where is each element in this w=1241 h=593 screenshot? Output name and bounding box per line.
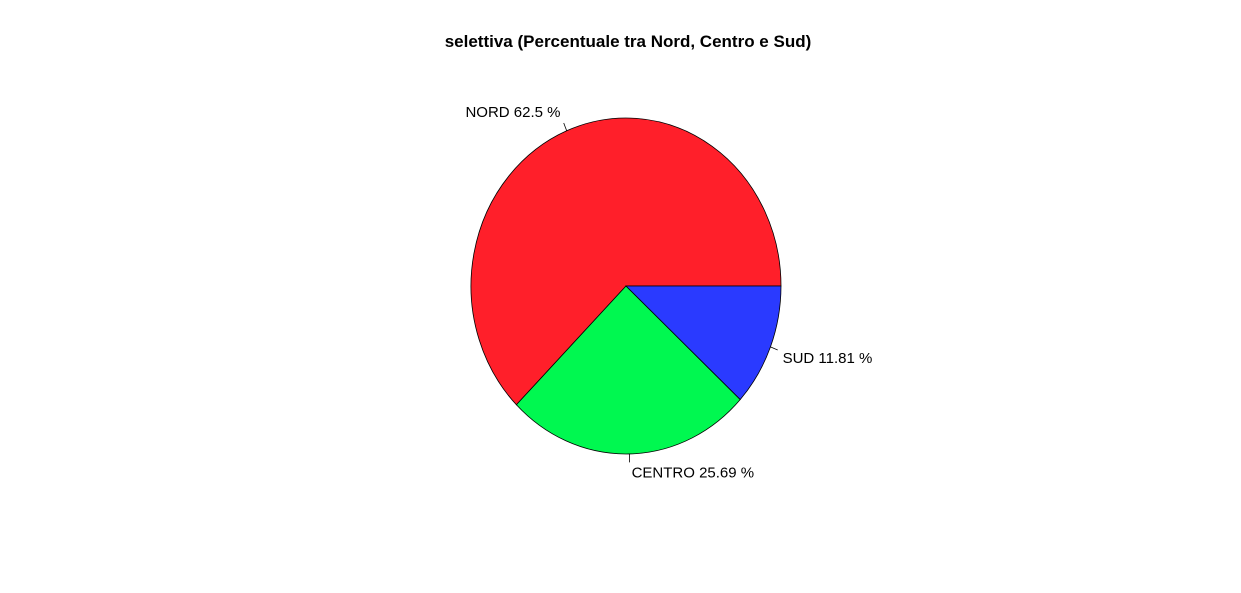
pie-label-nord: NORD 62.5 % [465, 104, 560, 121]
pie-leader-sud [770, 346, 778, 351]
pie-label-sud: SUD 11.81 % [783, 350, 873, 367]
chart-title: selettiva (Percentuale tra Nord, Centro … [445, 32, 812, 51]
pie-slices [470, 117, 782, 455]
pie-leader-nord [563, 122, 568, 131]
pie-label-centro: CENTRO 25.69 % [632, 465, 755, 482]
pie-leader-lines [563, 122, 778, 463]
pie-slice-centro [515, 285, 741, 455]
pie-labels: NORD 62.5 % CENTRO 25.69 % SUD 11.81 % [465, 104, 872, 482]
